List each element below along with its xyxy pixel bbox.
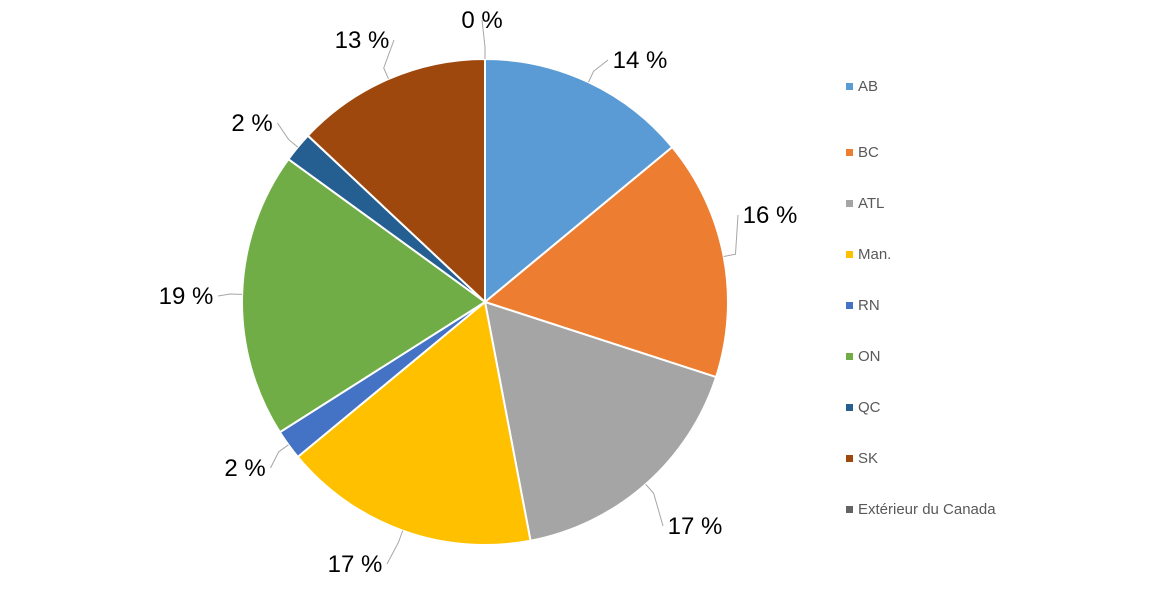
legend-swatch bbox=[846, 506, 853, 513]
chart-legend: AB BC ATL Man. RN ON QC SK Extérieur du Canada bbox=[846, 76, 996, 535]
legend-item: AB bbox=[846, 76, 996, 96]
data-label: 13 % bbox=[335, 27, 390, 54]
leader-line bbox=[723, 214, 739, 257]
data-label: 17 % bbox=[328, 551, 383, 578]
leader-line bbox=[383, 39, 395, 80]
legend-item: Extérieur du Canada bbox=[846, 484, 996, 535]
leader-line bbox=[481, 19, 486, 59]
legend-label: SK bbox=[858, 450, 879, 467]
legend-swatch bbox=[846, 455, 853, 462]
legend-item: ON bbox=[846, 331, 996, 382]
legend-swatch bbox=[846, 200, 853, 207]
pie-slice-bc bbox=[482, 145, 729, 379]
data-label: 2 % bbox=[224, 455, 265, 482]
legend-swatch bbox=[846, 251, 853, 258]
pie-slice-on bbox=[241, 157, 487, 434]
legend-label: AB bbox=[858, 77, 879, 95]
legend-label: BC bbox=[858, 144, 879, 161]
data-label: 16 % bbox=[743, 202, 798, 229]
legend-label: ON bbox=[858, 348, 881, 365]
legend-item: SK bbox=[846, 433, 996, 484]
legend-swatch bbox=[846, 302, 853, 309]
data-label: 14 % bbox=[613, 47, 668, 74]
legend-label: QC bbox=[858, 399, 881, 416]
legend-swatch bbox=[846, 82, 853, 90]
legend-item: RN bbox=[846, 280, 996, 331]
leader-line bbox=[645, 483, 664, 527]
leader-line bbox=[277, 122, 299, 148]
legend-label: ATL bbox=[858, 195, 885, 212]
pie-slice-ab bbox=[484, 57, 674, 305]
legend-item: QC bbox=[846, 382, 996, 433]
leader-line bbox=[217, 293, 243, 297]
legend-swatch bbox=[846, 404, 853, 411]
data-label: 2 % bbox=[231, 110, 272, 137]
data-label: 19 % bbox=[159, 283, 214, 310]
data-label: 17 % bbox=[668, 513, 723, 540]
legend-item: Man. bbox=[846, 229, 996, 280]
data-label: 0 % bbox=[461, 7, 502, 34]
legend-item: ATL bbox=[846, 178, 996, 229]
legend-swatch bbox=[846, 149, 853, 156]
leader-line bbox=[386, 530, 404, 565]
legend-label: Extérieur du Canada bbox=[858, 501, 996, 518]
pie-slice-sk bbox=[306, 57, 486, 305]
legend-swatch bbox=[846, 353, 853, 360]
legend-label: RN bbox=[858, 297, 880, 314]
leader-line bbox=[588, 59, 609, 83]
legend-label: Man. bbox=[858, 246, 892, 263]
legend-item: BC bbox=[846, 127, 996, 178]
leader-line bbox=[270, 444, 289, 469]
